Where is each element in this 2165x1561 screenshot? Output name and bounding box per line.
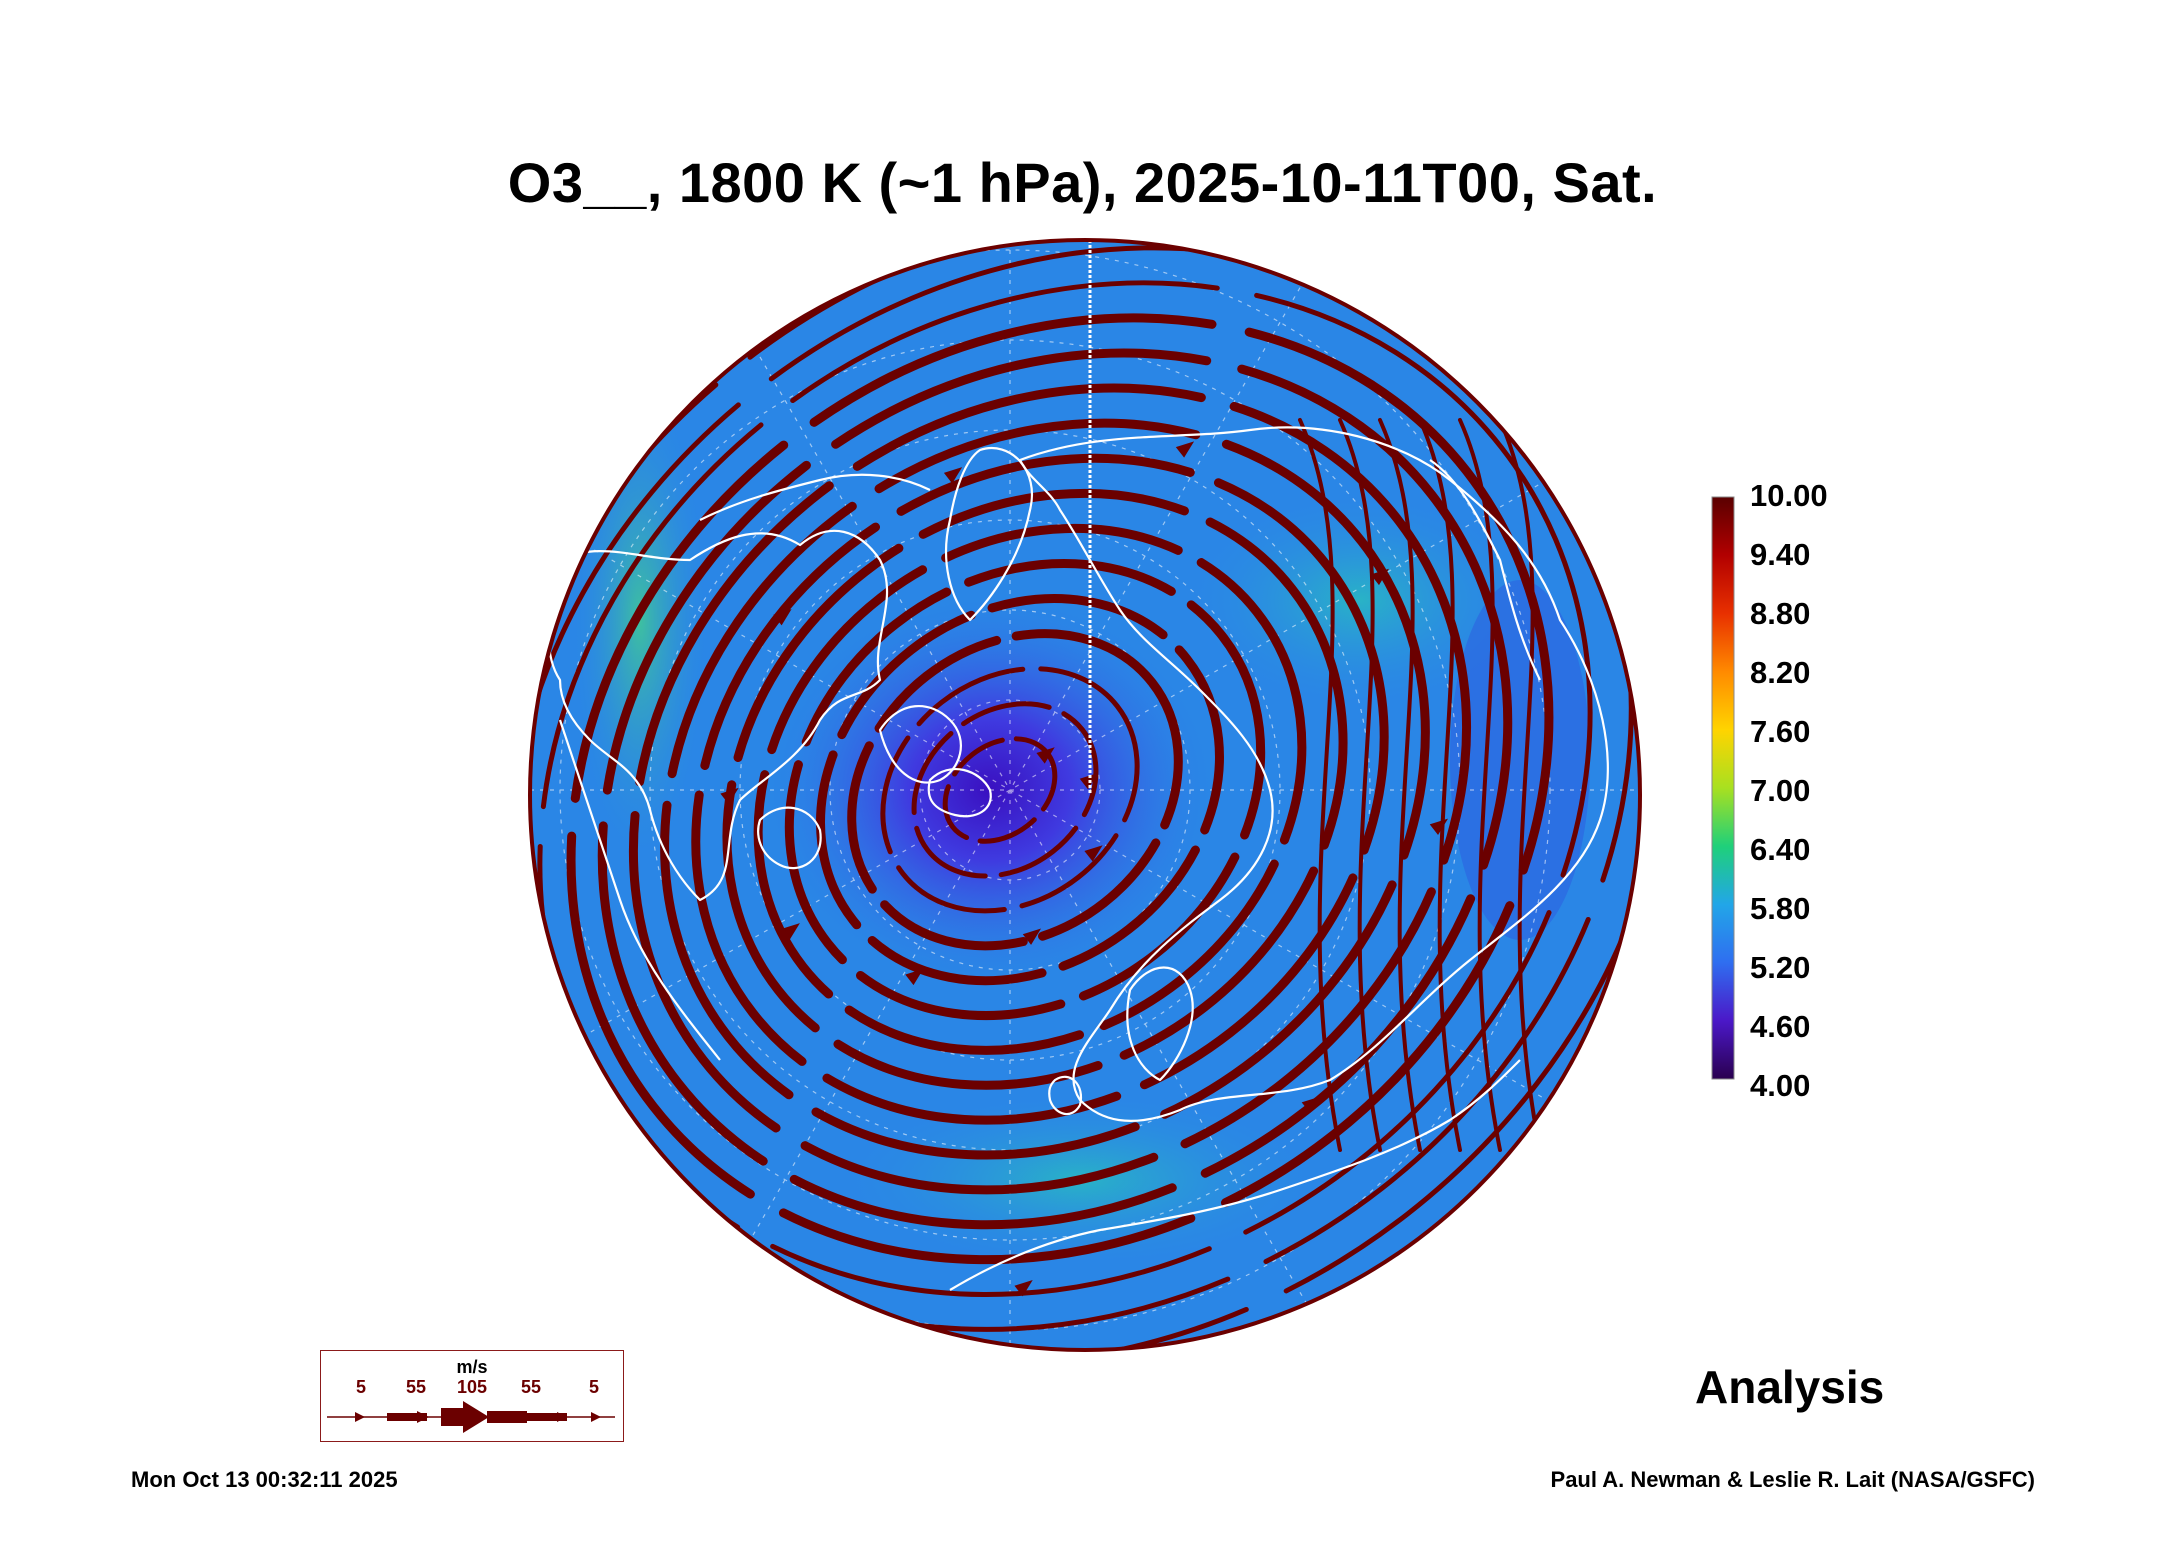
streamline xyxy=(880,666,1140,914)
streamline xyxy=(816,594,1224,986)
coastline-eurasia xyxy=(1018,426,1609,1122)
streamline xyxy=(1378,418,1422,1152)
globe-rim xyxy=(528,238,1642,1352)
coastline-arctic-islands xyxy=(878,705,962,784)
streamline xyxy=(691,453,1389,1125)
colorbar xyxy=(1711,496,1735,1080)
streamline xyxy=(1298,418,1342,1152)
colorbar-tick-label: 7.00 xyxy=(1750,773,1811,808)
streamline-arrow xyxy=(1301,1096,1320,1113)
streamline-arrow xyxy=(1022,928,1042,945)
streamline-arrow xyxy=(673,1271,692,1289)
streamline xyxy=(847,629,1183,951)
streamline xyxy=(628,383,1472,1195)
streamline xyxy=(911,701,1099,879)
colorbar-tick-label: 8.80 xyxy=(1750,596,1811,631)
streamline xyxy=(722,488,1348,1090)
wind-legend-units: m/s xyxy=(456,1357,488,1377)
colorbar-tick-label: 7.60 xyxy=(1750,714,1811,749)
coastlines xyxy=(547,426,1609,1291)
streamline-arrow xyxy=(1370,568,1389,586)
wind-legend: m/s 5 55 105 55 5 xyxy=(320,1350,624,1442)
coastline-north-america xyxy=(547,529,889,902)
coastline-scandinavia xyxy=(1126,966,1194,1082)
streamline xyxy=(1338,418,1382,1152)
coastline-alaska xyxy=(699,473,931,521)
colorbar-tick-label: 5.80 xyxy=(1750,891,1811,926)
coastline-hudson-bay xyxy=(757,806,822,870)
coastline-pacific xyxy=(558,719,721,1061)
wind-legend-value: 5 xyxy=(589,1377,600,1397)
streamline xyxy=(1498,418,1542,1152)
colorbar-scale xyxy=(1711,496,1735,1080)
colorbar-tick-label: 8.20 xyxy=(1750,655,1811,690)
streamline-arrow xyxy=(1014,1280,1033,1297)
colorbar-tick-label: 6.40 xyxy=(1750,832,1811,867)
meridian-line xyxy=(530,439,1617,1141)
globe xyxy=(424,238,1642,1352)
colorbar-tick-label: 10.00 xyxy=(1750,478,1828,513)
streamline-arrow xyxy=(424,1045,444,1064)
colorbar-tick-label: 4.00 xyxy=(1750,1068,1811,1103)
map-title: O3__, 1800 K (~1 hPa), 2025-10-11T00, Sa… xyxy=(507,151,1658,214)
streamline-arrow xyxy=(1084,845,1103,862)
coastline-british-isles xyxy=(1048,1075,1083,1116)
streamline xyxy=(597,348,1513,1230)
streamline-arrow xyxy=(905,968,924,986)
streamline xyxy=(1458,418,1502,1152)
footer-timestamp: Mon Oct 13 00:32:11 2025 xyxy=(131,1467,398,1492)
coastline-greenland xyxy=(944,447,1033,622)
wind-legend-value: 55 xyxy=(406,1377,427,1397)
colorbar-tick-label: 9.40 xyxy=(1750,537,1811,572)
wind-legend-value: 5 xyxy=(356,1377,367,1397)
streamline-arrow xyxy=(1036,747,1055,764)
coastline-arctic-islands xyxy=(927,768,992,818)
colorbar-tick-label: 5.20 xyxy=(1750,950,1811,985)
streamline-arrow xyxy=(1175,441,1195,458)
wind-legend-value: 55 xyxy=(521,1377,542,1397)
coastline-east-asia xyxy=(1429,459,1541,681)
streamline xyxy=(753,523,1307,1055)
analysis-label: Analysis xyxy=(1695,1361,1885,1413)
wind-legend-arrow xyxy=(327,1401,615,1433)
coastline-mediterranean xyxy=(949,1059,1521,1291)
streamline xyxy=(660,418,1430,1160)
colorbar-tick-label: 4.60 xyxy=(1750,1009,1811,1044)
wind-legend-value: 105 xyxy=(457,1377,488,1397)
footer-credit: Paul A. Newman & Leslie R. Lait (NASA/GS… xyxy=(1550,1467,2035,1492)
streamline xyxy=(1418,418,1462,1152)
streamline xyxy=(566,313,1554,1265)
streamline-arrow xyxy=(943,467,963,484)
